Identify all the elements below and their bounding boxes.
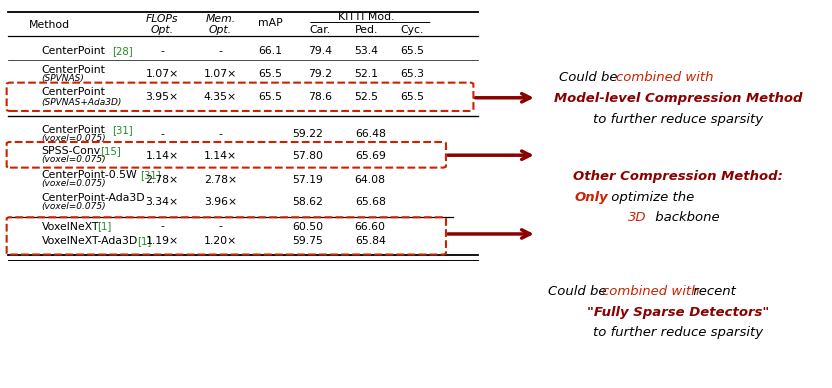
Text: 2.78×: 2.78× [146, 175, 179, 185]
Text: Other Compression Method:: Other Compression Method: [573, 170, 783, 183]
Text: 2.78×: 2.78× [204, 175, 237, 185]
Text: CenterPoint: CenterPoint [42, 65, 106, 75]
Text: CenterPoint: CenterPoint [42, 46, 106, 56]
Text: 65.5: 65.5 [400, 92, 423, 102]
Text: optimize the: optimize the [607, 191, 695, 204]
Text: (voxel=0.075): (voxel=0.075) [42, 155, 106, 165]
Text: -: - [161, 129, 164, 139]
Text: Could be: Could be [559, 71, 622, 84]
Text: 65.5: 65.5 [259, 92, 282, 102]
Text: 59.22: 59.22 [292, 129, 324, 139]
Text: 1.14×: 1.14× [204, 151, 237, 161]
Text: recent: recent [689, 285, 735, 298]
Text: combined with: combined with [602, 285, 699, 298]
Text: 1.07×: 1.07× [204, 69, 237, 79]
Text: 65.5: 65.5 [400, 46, 423, 56]
Text: 78.6: 78.6 [309, 92, 332, 102]
Text: 1.07×: 1.07× [146, 69, 179, 79]
Text: KITTI Mod.: KITTI Mod. [338, 12, 394, 23]
Text: VoxelNeXT: VoxelNeXT [42, 222, 99, 232]
Text: "Fully Sparse Detectors": "Fully Sparse Detectors" [587, 306, 770, 319]
Text: 65.68: 65.68 [354, 197, 386, 207]
Text: 57.19: 57.19 [292, 175, 324, 185]
Text: -: - [161, 222, 164, 232]
Text: 4.35×: 4.35× [204, 92, 237, 102]
Text: Opt.: Opt. [209, 25, 232, 35]
Text: 1.14×: 1.14× [146, 151, 179, 161]
Text: FLOPs: FLOPs [146, 14, 179, 24]
Text: CenterPoint: CenterPoint [42, 87, 106, 97]
Text: -: - [219, 129, 222, 139]
Text: 60.50: 60.50 [292, 222, 324, 232]
Text: 52.5: 52.5 [354, 92, 378, 102]
Text: 57.80: 57.80 [292, 151, 324, 161]
Text: 79.4: 79.4 [309, 46, 332, 56]
Text: [1]: [1] [137, 236, 151, 246]
Text: 3.95×: 3.95× [146, 92, 179, 102]
Text: Model-level Compression Method: Model-level Compression Method [554, 92, 802, 106]
Text: 3D: 3D [628, 211, 646, 224]
Text: 3.96×: 3.96× [204, 197, 237, 207]
Text: Only: Only [574, 191, 608, 204]
Text: 1.20×: 1.20× [204, 236, 237, 246]
Text: backbone: backbone [651, 211, 719, 224]
Text: (voxel=0.075): (voxel=0.075) [42, 202, 106, 211]
Text: Opt.: Opt. [151, 25, 174, 35]
Text: to further reduce sparsity: to further reduce sparsity [593, 326, 763, 339]
Text: Cyc.: Cyc. [400, 25, 423, 35]
Text: 79.2: 79.2 [309, 69, 332, 79]
Text: 52.1: 52.1 [354, 69, 378, 79]
Text: 65.3: 65.3 [400, 69, 423, 79]
Text: [28]: [28] [112, 46, 133, 56]
Text: [31]: [31] [140, 170, 161, 180]
Text: CenterPoint: CenterPoint [42, 125, 106, 135]
Text: combined with: combined with [616, 71, 713, 84]
Text: 66.1: 66.1 [259, 46, 282, 56]
Text: 66.48: 66.48 [354, 129, 386, 139]
Text: [1]: [1] [97, 222, 111, 232]
Text: mAP: mAP [258, 18, 283, 28]
Text: 66.60: 66.60 [354, 222, 386, 232]
Text: 59.75: 59.75 [292, 236, 324, 246]
Text: Could be: Could be [548, 285, 611, 298]
Text: -: - [219, 222, 222, 232]
Text: Ped.: Ped. [354, 25, 378, 35]
Text: 65.5: 65.5 [259, 69, 282, 79]
Text: 65.84: 65.84 [354, 236, 386, 246]
Text: CenterPoint-Ada3D: CenterPoint-Ada3D [42, 193, 146, 203]
Text: 1.19×: 1.19× [146, 236, 179, 246]
Text: Mem.: Mem. [206, 14, 235, 24]
Text: (SPVNAS+Ada3D): (SPVNAS+Ada3D) [42, 98, 122, 107]
Text: (voxel=0.075): (voxel=0.075) [42, 179, 106, 189]
Text: SPSS-Conv: SPSS-Conv [42, 146, 101, 156]
Text: 3.34×: 3.34× [146, 197, 179, 207]
Text: 58.62: 58.62 [292, 197, 324, 207]
Text: [15]: [15] [100, 146, 121, 156]
Text: 64.08: 64.08 [354, 175, 386, 185]
Text: VoxelNeXT-Ada3D: VoxelNeXT-Ada3D [42, 236, 138, 246]
Text: -: - [161, 46, 164, 56]
Text: -: - [219, 46, 222, 56]
Text: Method: Method [29, 20, 71, 30]
Text: to further reduce sparsity: to further reduce sparsity [593, 113, 763, 126]
Text: 65.69: 65.69 [354, 151, 386, 161]
Text: (voxel=0.075): (voxel=0.075) [42, 134, 106, 143]
Text: [31]: [31] [112, 125, 133, 135]
Text: Car.: Car. [310, 25, 331, 35]
Text: CenterPoint-0.5W: CenterPoint-0.5W [42, 170, 137, 180]
Text: (SPVNAS): (SPVNAS) [42, 74, 85, 83]
Text: 53.4: 53.4 [354, 46, 378, 56]
